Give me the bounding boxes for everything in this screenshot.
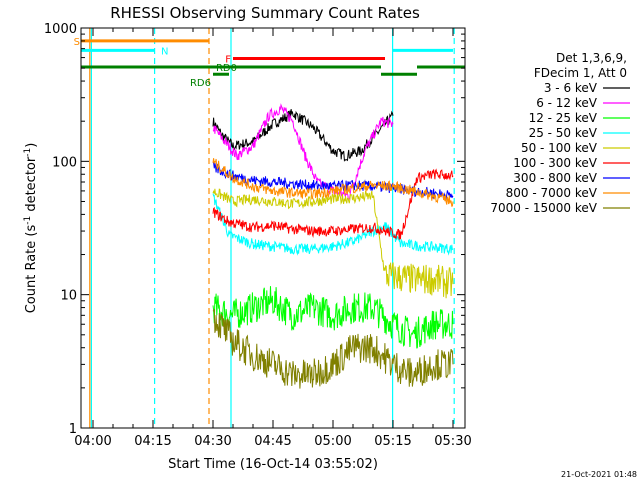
y-tick-label: 1000 [44, 22, 77, 37]
legend-header: FDecim 1, Att 0 [534, 66, 627, 80]
date-stamp: 21-Oct-2021 01:48 [561, 470, 637, 479]
y-tick-label: 10 [60, 289, 77, 304]
legend-label: 6 - 12 keV [536, 96, 598, 110]
legend-header: Det 1,3,6,9, [556, 51, 627, 65]
x-tick-label: 05:00 [314, 434, 351, 449]
legend-label: 7000 - 15000 keV [490, 201, 597, 215]
x-axis-label: Start Time (16-Oct-14 03:55:02) [168, 457, 378, 472]
series-line [212, 309, 454, 389]
y-tick-label: 100 [52, 155, 77, 170]
series-line [212, 286, 454, 349]
legend-label: 50 - 100 keV [521, 141, 598, 155]
y-axis-label-mid: detector [24, 156, 39, 216]
flag-label: RD6 [190, 78, 211, 89]
x-axis: 04:00 04:15 04:30 04:45 05:00 05:15 05:30 [74, 28, 472, 449]
series-layer [212, 103, 454, 389]
flag-label: RD0 [216, 63, 237, 74]
legend-label: 25 - 50 keV [529, 126, 598, 140]
legend-label: 12 - 25 keV [529, 111, 598, 125]
y-axis: 1 10 100 1000 [44, 22, 465, 437]
x-tick-label: 04:15 [134, 434, 171, 449]
x-tick-label: 04:00 [74, 434, 111, 449]
chart-title: RHESSI Observing Summary Count Rates [110, 4, 420, 22]
y-tick-label: 1 [69, 422, 77, 437]
y-axis-label-sup: -1 [23, 216, 33, 225]
flag-label: S [74, 37, 80, 48]
x-tick-label: 05:30 [434, 434, 471, 449]
x-tick-label: 04:30 [194, 434, 231, 449]
series-line [212, 103, 394, 201]
y-axis-label-sup2: -1 [23, 148, 33, 157]
flag-label: F [225, 55, 231, 66]
legend-label: 800 - 7000 keV [506, 186, 598, 200]
flag-label: N [161, 46, 168, 57]
y-axis-label-main: Count Rate (s [24, 225, 39, 314]
x-tick-label: 05:15 [374, 434, 411, 449]
y-axis-label: Count Rate (s-1 detector-1) [23, 143, 39, 314]
legend-label: 3 - 6 keV [544, 81, 598, 95]
series-line [212, 188, 454, 299]
legend-label: 100 - 300 keV [513, 156, 597, 170]
y-axis-label-end: ) [24, 143, 39, 148]
series-line [212, 193, 454, 256]
series-line [212, 158, 454, 207]
legend-label: 300 - 800 keV [513, 171, 597, 185]
x-tick-label: 04:45 [254, 434, 291, 449]
series-line [212, 109, 394, 162]
